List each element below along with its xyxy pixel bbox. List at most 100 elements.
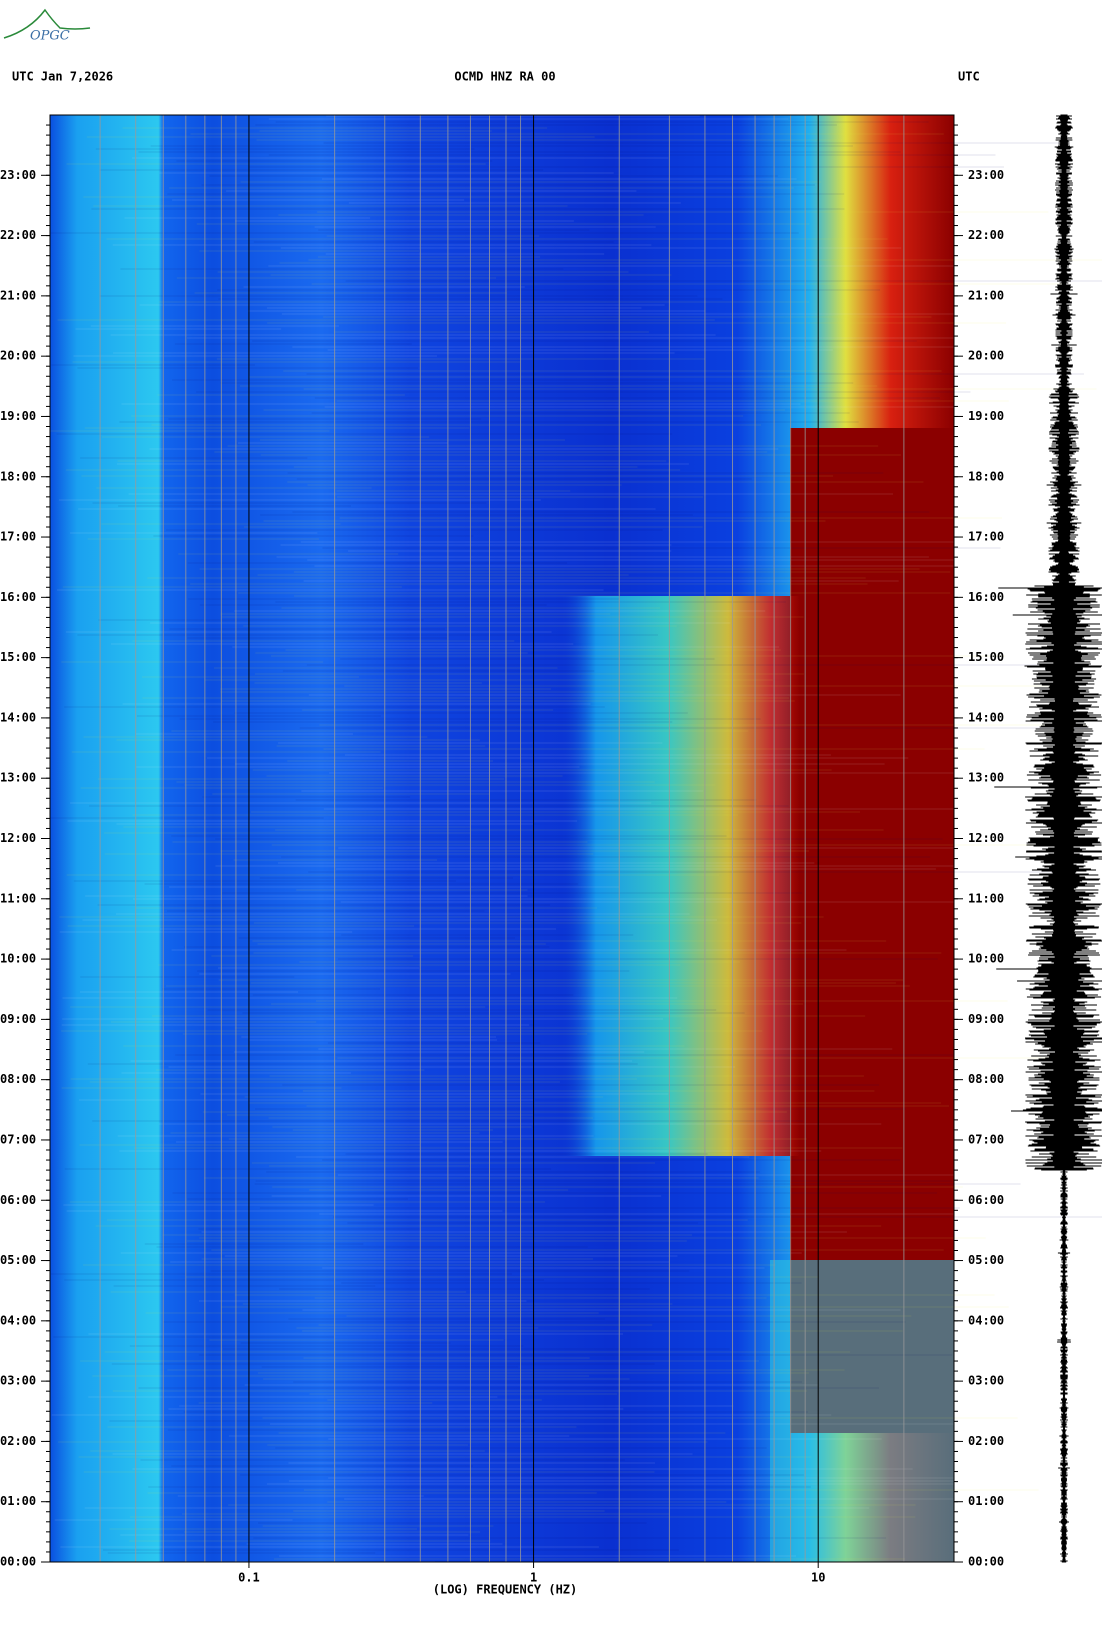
texture-stripe — [282, 1084, 880, 1086]
texture-stripe — [237, 442, 448, 444]
texture-stripe — [279, 1288, 650, 1290]
texture-stripe — [79, 991, 299, 993]
texture-stripe — [120, 1252, 802, 1254]
texture-stripe — [228, 1435, 570, 1437]
texture-stripe — [220, 613, 611, 615]
texture-stripe — [172, 1192, 938, 1194]
y-tick-label: 23:00 — [0, 168, 36, 182]
texture-stripe — [70, 1078, 637, 1080]
texture-stripe — [133, 898, 732, 900]
texture-stripe — [271, 1003, 804, 1005]
texture-stripe — [78, 1099, 535, 1101]
texture-stripe — [303, 580, 899, 582]
texture-stripe — [194, 292, 507, 294]
y-tick-label: 00:00 — [968, 1555, 1004, 1569]
texture-stripe — [174, 343, 412, 345]
texture-stripe — [115, 913, 690, 915]
texture-stripe — [82, 919, 717, 921]
texture-stripe — [168, 1408, 624, 1410]
texture-stripe — [77, 367, 418, 369]
texture-stripe — [183, 1411, 809, 1413]
spectrogram — [49, 115, 1102, 1563]
texture-stripe — [254, 682, 482, 684]
texture-stripe — [275, 121, 929, 123]
texture-stripe — [280, 247, 902, 249]
texture-stripe — [88, 1396, 498, 1398]
texture-stripe — [135, 733, 353, 735]
texture-stripe — [266, 1171, 760, 1173]
texture-stripe — [276, 745, 486, 747]
texture-stripe — [77, 634, 658, 636]
texture-stripe — [267, 1444, 469, 1446]
texture-stripe — [89, 1081, 560, 1083]
texture-stripe — [259, 1207, 960, 1209]
texture-stripe — [280, 544, 672, 546]
texture-stripe — [239, 385, 878, 387]
texture-stripe — [170, 1132, 480, 1134]
texture-stripe — [234, 712, 688, 714]
texture-stripe — [109, 1420, 525, 1422]
texture-stripe — [69, 532, 318, 534]
texture-stripe — [172, 379, 671, 381]
texture-stripe — [253, 241, 614, 243]
texture-stripe — [116, 463, 689, 465]
texture-stripe — [296, 1156, 750, 1158]
texture-stripe — [327, 1501, 727, 1503]
texture-stripe — [209, 175, 778, 177]
texture-stripe — [340, 658, 715, 660]
texture-stripe — [56, 433, 673, 435]
texture-stripe — [314, 565, 1037, 567]
texture-stripe — [158, 964, 681, 966]
y-tick-label: 10:00 — [968, 952, 1004, 966]
texture-stripe — [240, 1474, 804, 1476]
y-tick-label: 10:00 — [0, 952, 36, 966]
texture-stripe — [240, 1342, 451, 1344]
texture-stripe — [272, 1126, 532, 1128]
texture-stripe — [341, 934, 634, 936]
texture-stripe — [132, 640, 515, 642]
texture-stripe — [324, 406, 1005, 408]
texture-stripe — [340, 901, 1073, 903]
texture-stripe — [244, 526, 703, 528]
texture-stripe — [266, 775, 563, 777]
texture-stripe — [296, 889, 528, 891]
texture-stripe — [254, 1108, 906, 1110]
y-tick-label: 19:00 — [0, 409, 36, 423]
texture-stripe — [172, 841, 588, 843]
texture-stripe — [80, 457, 308, 459]
texture-stripe — [255, 1180, 953, 1182]
texture-stripe — [158, 1123, 882, 1125]
texture-stripe — [302, 1330, 903, 1332]
texture-stripe — [184, 784, 716, 786]
texture-stripe — [65, 631, 552, 633]
texture-stripe — [294, 595, 619, 597]
texture-stripe — [345, 1153, 708, 1155]
texture-stripe — [201, 1231, 847, 1233]
texture-stripe — [322, 547, 1001, 549]
texture-stripe — [81, 475, 834, 477]
texture-stripe — [250, 982, 896, 984]
texture-stripe — [228, 1138, 807, 1140]
texture-stripe — [311, 283, 1063, 285]
y-tick-label: 18:00 — [0, 469, 36, 483]
texture-stripe — [221, 700, 795, 702]
texture-stripe — [293, 466, 638, 468]
texture-stripe — [150, 145, 853, 147]
texture-stripe — [73, 355, 438, 357]
texture-stripe — [240, 181, 822, 183]
texture-stripe — [93, 205, 568, 207]
texture-stripe — [88, 805, 789, 807]
y-tick-label: 07:00 — [0, 1132, 36, 1146]
chart-title: OCMD HNZ RA 00 — [454, 70, 555, 84]
y-tick-label: 17:00 — [0, 530, 36, 544]
texture-stripe — [99, 295, 698, 297]
texture-stripe — [336, 490, 571, 492]
texture-stripe — [185, 1276, 819, 1278]
texture-stripe — [57, 319, 715, 321]
texture-stripe — [235, 763, 885, 765]
texture-stripe — [202, 796, 411, 798]
texture-stripe — [171, 949, 847, 951]
texture-stripe — [156, 1246, 588, 1248]
texture-stripe — [323, 142, 1069, 144]
texture-stripe — [283, 370, 942, 372]
